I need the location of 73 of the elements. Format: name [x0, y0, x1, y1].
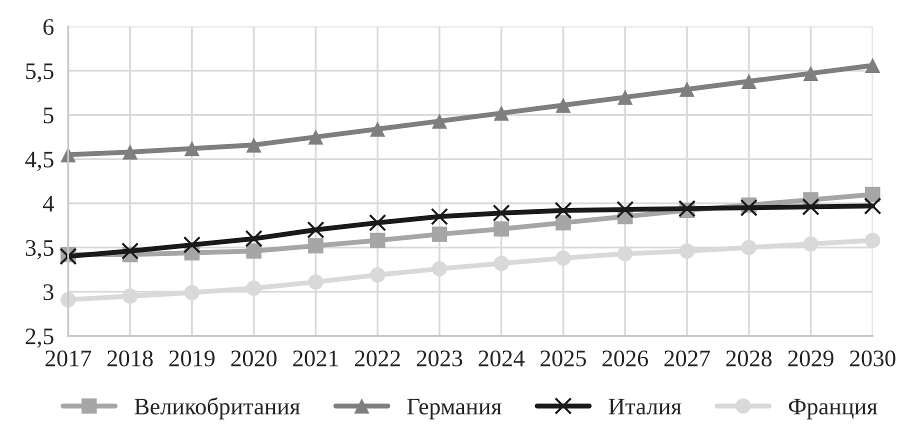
point	[865, 58, 880, 74]
point	[122, 144, 138, 160]
point	[246, 243, 262, 259]
point	[802, 198, 820, 216]
x-tick-label: 2025	[540, 350, 586, 366]
point	[370, 267, 386, 283]
point	[121, 242, 139, 260]
y-tick-label: 4,5	[25, 152, 54, 171]
point	[370, 232, 386, 248]
x-tick-label: 2021	[293, 350, 338, 366]
point	[616, 200, 634, 218]
point	[865, 232, 880, 248]
x-tick-label: 2027	[664, 350, 710, 366]
y-tick-label: 2,5	[26, 328, 54, 348]
y-tick-label: 5,5	[26, 63, 54, 83]
point	[307, 221, 324, 239]
point	[184, 140, 200, 156]
point	[554, 202, 572, 220]
point	[246, 280, 262, 296]
legend-label: Великобритания	[134, 397, 300, 420]
point	[741, 240, 757, 256]
legend-label: Франция	[788, 398, 878, 420]
point	[308, 274, 324, 290]
x-tick-label: 2023	[416, 350, 462, 366]
point	[741, 74, 757, 89]
point	[556, 98, 571, 113]
y-tick-label: 3	[44, 284, 54, 300]
point	[864, 197, 882, 215]
point	[122, 288, 138, 304]
point	[803, 236, 818, 252]
point	[492, 204, 510, 222]
point	[617, 246, 633, 262]
point	[246, 137, 262, 153]
x-tick-label: 2029	[788, 350, 834, 366]
point	[865, 186, 880, 202]
y-tick-label: 4	[42, 196, 54, 212]
point	[370, 121, 386, 137]
legend-label: Италия	[608, 398, 682, 415]
point	[679, 243, 695, 259]
point	[494, 106, 509, 121]
point	[494, 221, 509, 237]
point	[245, 230, 263, 248]
x-tick-label: 2024	[478, 350, 525, 366]
legend-label: Германия	[407, 398, 502, 420]
y-tick-label: 5	[44, 108, 54, 124]
point	[740, 199, 758, 216]
point	[368, 214, 386, 232]
point	[556, 215, 571, 230]
point	[494, 256, 509, 272]
point	[803, 66, 818, 82]
point	[556, 250, 571, 266]
x-tick-label: 2018	[107, 350, 153, 366]
point	[430, 208, 448, 226]
x-tick-label: 2030	[850, 350, 896, 366]
point	[679, 82, 695, 97]
point	[308, 238, 324, 254]
x-tick-label: 2017	[46, 350, 92, 366]
x-tick-label: 2020	[231, 350, 277, 366]
y-tick-label: 3,5	[26, 240, 54, 260]
point	[432, 261, 448, 276]
x-tick-label: 2028	[726, 350, 772, 366]
point	[432, 226, 448, 242]
point	[59, 248, 77, 266]
x-tick-label: 2022	[355, 350, 400, 366]
point	[617, 90, 633, 105]
point	[678, 200, 696, 218]
point	[308, 129, 324, 145]
point	[184, 284, 200, 300]
point	[432, 113, 448, 129]
x-tick-label: 2019	[169, 350, 215, 366]
point	[183, 236, 201, 254]
x-tick-label: 2026	[602, 350, 648, 366]
y-tick-label: 6	[43, 19, 54, 35]
